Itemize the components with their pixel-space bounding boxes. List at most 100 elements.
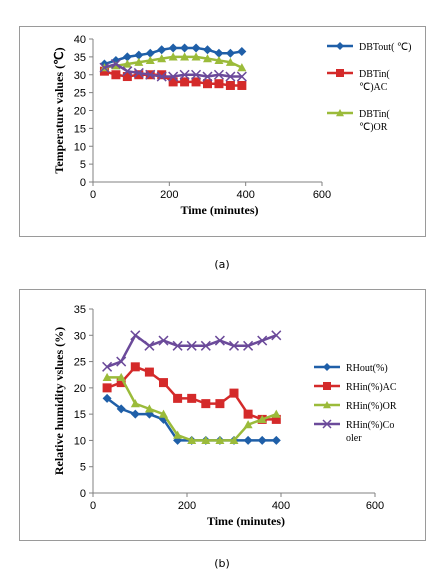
data-point — [102, 372, 112, 381]
data-point — [102, 383, 112, 393]
data-point — [116, 356, 127, 367]
y-tick-label: 0 — [80, 488, 86, 500]
data-point — [225, 57, 235, 66]
y-tick-label: 40 — [74, 34, 86, 46]
y-tick-label: 25 — [74, 357, 86, 369]
data-point — [102, 393, 112, 403]
data-point — [173, 393, 183, 403]
data-point — [134, 70, 144, 80]
data-point — [257, 435, 267, 445]
data-point — [134, 57, 144, 66]
legend-label: ℃)AC — [359, 82, 388, 93]
y-tick-label: 15 — [74, 409, 86, 421]
data-point — [144, 409, 154, 419]
data-point — [237, 80, 247, 90]
legend-entry: DBTin( ℃)AC — [327, 69, 390, 93]
x-axis-title: Time (minutes) — [207, 514, 285, 528]
x-tick-label: 200 — [160, 189, 178, 201]
data-point — [130, 399, 140, 408]
data-point — [133, 67, 144, 78]
legend-label: RHin(%)Co — [346, 420, 394, 431]
data-point — [213, 69, 224, 80]
legend-marker — [323, 401, 331, 409]
y-tick-label: 5 — [80, 462, 86, 474]
series-x — [99, 58, 247, 82]
data-point — [271, 330, 282, 341]
series-triangle — [102, 372, 281, 445]
y-tick-label: 25 — [74, 88, 86, 100]
y-tick-label: 5 — [80, 159, 86, 171]
series-line — [107, 376, 277, 442]
data-point — [144, 367, 154, 377]
data-point — [168, 71, 179, 82]
data-point — [168, 77, 178, 87]
data-point — [145, 55, 155, 65]
y-tick-label: 30 — [74, 330, 86, 342]
data-point — [156, 71, 167, 82]
x-axis-title: Time (minutes) — [180, 203, 258, 217]
data-point — [228, 340, 240, 351]
legend-label: DBTout( ℃) — [359, 42, 411, 53]
data-point — [168, 43, 178, 53]
y-axis-title: Relative humidity vslues (%) — [52, 327, 66, 475]
data-point — [243, 340, 254, 351]
data-point — [214, 55, 224, 65]
data-point — [187, 435, 197, 445]
data-point — [110, 58, 121, 70]
y-tick-label: 10 — [74, 435, 86, 447]
data-point — [122, 72, 132, 82]
legend-label: DBTin( — [359, 109, 390, 120]
data-point — [271, 435, 281, 445]
data-point — [116, 372, 126, 381]
x-tick-label: 600 — [366, 500, 384, 512]
data-point — [191, 69, 202, 80]
data-point — [173, 430, 183, 439]
legend-marker — [336, 109, 344, 117]
data-point — [134, 50, 144, 60]
caption-b: (b) — [214, 557, 230, 570]
legend-entry: RHin(%)AC — [314, 382, 397, 393]
x-tick-label: 0 — [90, 500, 96, 512]
legend-marker — [336, 69, 344, 77]
x-tick-label: 0 — [90, 189, 96, 201]
chart-panel-temperature: 0 5 10 15 20 25 30 35 40 0 200 400 600 Time (minutes)… — [19, 26, 426, 237]
y-tick-label: 35 — [74, 304, 86, 316]
data-point — [99, 62, 110, 73]
data-point — [257, 414, 267, 423]
legend-label: oler — [346, 433, 362, 444]
data-point — [102, 361, 113, 372]
legend-entry: RHin(%)OR — [314, 401, 397, 412]
legend-label: DBTin( — [359, 69, 390, 80]
data-point — [243, 435, 253, 445]
data-point — [157, 54, 167, 63]
legend-entry: RHin(%)Co oler — [314, 419, 394, 444]
data-point — [214, 79, 224, 89]
data-point — [243, 409, 253, 419]
data-point — [159, 378, 168, 388]
y-tick-label: 0 — [80, 177, 86, 189]
data-point — [122, 52, 132, 62]
chart-panel-humidity: 0 5 10 15 20 25 30 35 0 200 400 600 Time (minutes) Re… — [19, 289, 426, 541]
legend-marker — [336, 42, 344, 50]
y-tick-label: 20 — [74, 383, 86, 395]
data-point — [130, 409, 140, 419]
data-point — [202, 71, 213, 82]
series-square — [102, 362, 281, 424]
legend-entry: DBTin(℃)OR — [327, 109, 390, 133]
data-point — [187, 393, 197, 403]
data-point — [159, 414, 168, 424]
data-point — [225, 80, 235, 90]
data-point — [191, 77, 201, 87]
data-point — [157, 70, 167, 80]
data-point — [122, 59, 132, 68]
data-point — [229, 435, 239, 445]
y-tick-label: 35 — [74, 52, 86, 64]
data-point — [144, 340, 155, 351]
data-point — [145, 48, 155, 58]
data-point — [203, 79, 212, 89]
data-point — [116, 378, 126, 388]
data-point — [168, 52, 178, 61]
data-point — [271, 414, 281, 424]
data-point — [236, 71, 247, 82]
